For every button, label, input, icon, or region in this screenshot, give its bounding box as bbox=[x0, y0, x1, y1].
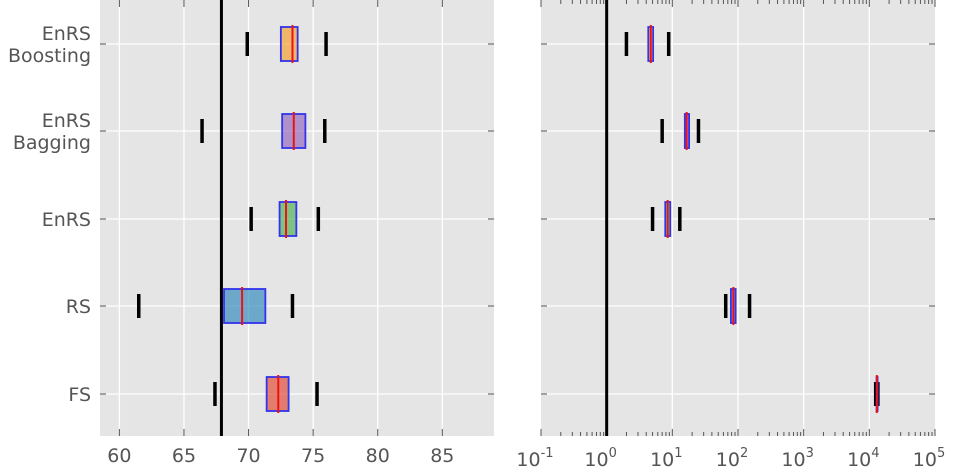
score-box-fs bbox=[213, 375, 319, 413]
tick-exponent: 1 bbox=[674, 446, 682, 461]
tick-base: 10 bbox=[847, 449, 871, 471]
time-box-rs bbox=[723, 287, 752, 325]
category-label: EnRS bbox=[42, 209, 91, 231]
score-x-tick-label: 65 bbox=[172, 445, 196, 467]
score-box-rs bbox=[137, 287, 295, 325]
tick-exponent: -1 bbox=[541, 446, 554, 461]
category-label: EnRS bbox=[42, 110, 91, 132]
score-box-enrs-bagging bbox=[200, 112, 327, 150]
tick-base: 10 bbox=[716, 449, 740, 471]
time-x-tick-label: 101 bbox=[650, 446, 682, 471]
tick-exponent: 0 bbox=[609, 446, 617, 461]
score-x-tick-label: 60 bbox=[107, 445, 131, 467]
category-label: FS bbox=[68, 384, 91, 406]
tick-base: 10 bbox=[650, 449, 674, 471]
time-x-tick-label: 105 bbox=[913, 446, 945, 471]
score-box-enrs-boosting bbox=[245, 25, 328, 63]
score-x-tick-label: 80 bbox=[366, 445, 390, 467]
category-label: Boosting bbox=[8, 45, 91, 67]
tick-exponent: 3 bbox=[806, 446, 814, 461]
box-iqr bbox=[279, 26, 299, 62]
time-box-fs bbox=[873, 375, 880, 413]
tick-base: 10 bbox=[781, 449, 805, 471]
time-x-tick-label: 102 bbox=[716, 446, 748, 471]
box-iqr bbox=[223, 288, 267, 324]
tick-exponent: 4 bbox=[871, 446, 879, 461]
tick-base: 10 bbox=[584, 449, 608, 471]
category-label: Bagging bbox=[13, 132, 91, 154]
time-box-enrs-bagging bbox=[660, 112, 701, 150]
score-x-tick-label: 75 bbox=[301, 445, 325, 467]
time-x-tick-label: 103 bbox=[781, 446, 813, 471]
category-label: RS bbox=[66, 296, 91, 318]
time-x-tick-label: 104 bbox=[847, 446, 879, 471]
box-iqr bbox=[278, 201, 298, 237]
score-x-tick-label: 85 bbox=[430, 445, 454, 467]
time-x-tick-label: 100 bbox=[584, 446, 616, 471]
tick-exponent: 2 bbox=[740, 446, 748, 461]
time-box-enrs bbox=[650, 200, 682, 238]
time-box-enrs-boosting bbox=[624, 25, 671, 63]
tick-exponent: 5 bbox=[937, 446, 945, 461]
time-x-tick-label: 10-1 bbox=[516, 446, 553, 471]
right-panel-time: 10-1 100 101 102 103 104 105 bbox=[516, 0, 945, 471]
score-box-enrs bbox=[249, 200, 321, 238]
left-panel-score: 60 65 70 75 80 85FSRSEnRSEnRSBaggingEnRSBoost… bbox=[8, 0, 494, 467]
score-x-tick-label: 70 bbox=[236, 445, 260, 467]
category-label: EnRS bbox=[42, 23, 91, 45]
tick-base: 10 bbox=[516, 449, 540, 471]
tick-base: 10 bbox=[913, 449, 937, 471]
